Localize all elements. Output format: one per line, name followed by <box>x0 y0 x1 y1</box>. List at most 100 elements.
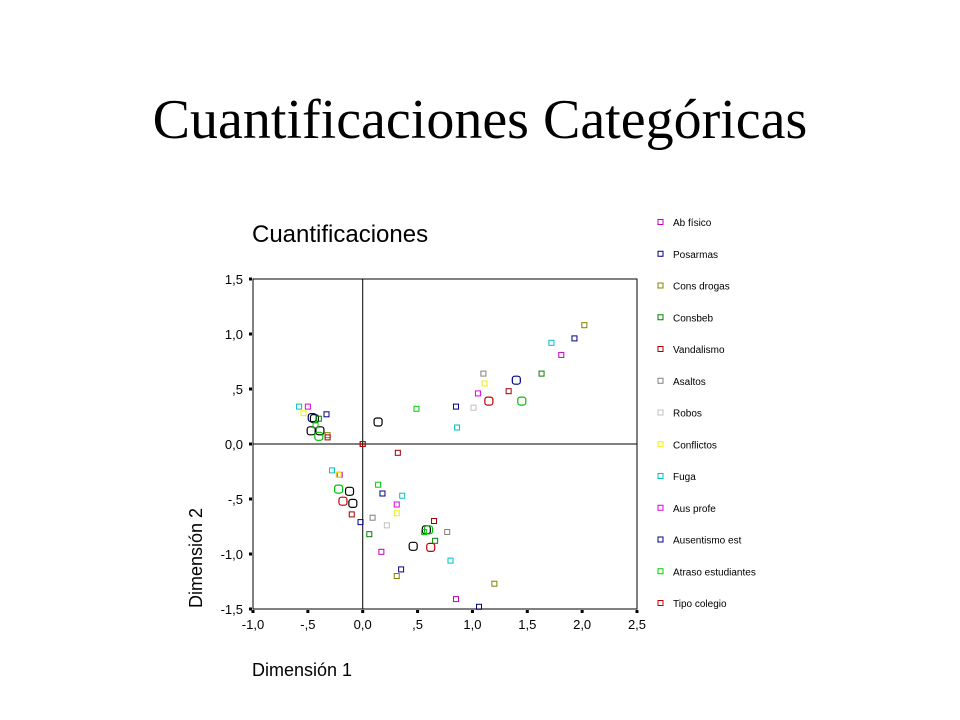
data-point <box>480 370 487 377</box>
data-point <box>432 537 439 544</box>
y-tick-mark <box>249 552 252 556</box>
category-marker <box>484 396 494 406</box>
legend-entry: Tipo colegio <box>673 599 727 610</box>
legend-entry: Atraso estudiantes <box>673 567 756 578</box>
category-marker <box>348 498 358 508</box>
data-point <box>505 388 512 395</box>
x-tick-label: -,5 <box>300 617 315 632</box>
legend-marker <box>657 409 664 416</box>
data-point <box>454 424 461 431</box>
category-markers <box>306 375 527 553</box>
data-point <box>558 351 565 358</box>
data-point <box>393 510 400 517</box>
data-point <box>538 370 545 377</box>
data-point <box>452 403 459 410</box>
x-tick-mark <box>416 610 420 613</box>
y-tick-label: 1,0 <box>225 327 243 342</box>
category-marker <box>408 541 418 551</box>
category-marker <box>314 431 324 441</box>
data-point <box>571 335 578 342</box>
data-point <box>431 518 438 524</box>
x-tick-mark <box>580 610 584 613</box>
data-point <box>399 492 406 499</box>
y-tick-mark <box>249 387 252 391</box>
x-tick-label: 1,0 <box>463 617 481 632</box>
data-point <box>357 519 364 526</box>
legend-entry: Consbeb <box>673 313 713 324</box>
x-tick-label: 2,0 <box>573 617 591 632</box>
legend-entry: Cons drogas <box>673 282 730 293</box>
category-marker <box>333 484 344 494</box>
data-point <box>581 322 588 329</box>
chart-title: Cuantificaciones <box>252 221 428 248</box>
data-point <box>393 573 400 579</box>
x-tick-label: -1,0 <box>242 617 264 632</box>
data-point <box>476 603 483 610</box>
data-point <box>335 471 342 478</box>
data-point <box>359 441 366 447</box>
legend-entry: Ausentismo est <box>673 536 742 547</box>
legend-marker <box>657 377 664 384</box>
data-point <box>300 410 307 417</box>
x-tick-mark <box>306 610 310 613</box>
data-point <box>315 415 322 422</box>
legend-marker <box>657 441 664 448</box>
data-point <box>328 467 335 474</box>
legend-marker <box>657 314 664 321</box>
category-marker <box>511 375 521 385</box>
legend-entry: Asaltos <box>673 377 706 388</box>
legend-marker <box>657 250 664 257</box>
legend-entry: Conflictos <box>673 440 717 451</box>
legend: Ab físico Posarmas Cons drogas Consbeb Vanda… <box>657 218 756 610</box>
category-marker <box>426 542 436 553</box>
y-tick-mark <box>249 497 252 501</box>
data-point <box>474 390 481 397</box>
data-point <box>413 405 420 412</box>
x-tick-mark <box>361 610 365 613</box>
legend-marker <box>657 536 664 543</box>
legend-entry: Aus profe <box>673 504 716 515</box>
legend-entry: Vandalismo <box>673 345 725 356</box>
reference-lines <box>253 279 637 609</box>
data-point <box>491 580 498 587</box>
data-point <box>548 339 555 346</box>
y-tick-mark <box>249 332 252 336</box>
data-point <box>398 566 405 573</box>
data-point <box>394 449 401 456</box>
data-point <box>366 531 373 538</box>
data-point <box>379 490 386 497</box>
legend-marker <box>657 600 664 606</box>
x-tick-mark <box>251 610 255 613</box>
y-axis-label: Dimensión 2 <box>186 508 206 608</box>
category-marker <box>338 496 348 506</box>
category-marker <box>306 426 316 436</box>
y-tick-label: ,5 <box>232 382 243 397</box>
data-point <box>481 380 488 387</box>
y-axis-ticks: 1,5 1,0 ,5 0,0 -,5 -1,0 -1,5 <box>221 272 252 617</box>
x-tick-mark <box>635 610 639 613</box>
y-tick-mark <box>249 277 252 281</box>
y-tick-label: -1,5 <box>221 602 243 617</box>
legend-marker <box>657 473 664 479</box>
data-point <box>369 514 376 521</box>
data-point <box>296 403 303 410</box>
legend-marker <box>657 219 664 225</box>
legend-marker <box>657 282 664 289</box>
data-point <box>447 557 454 564</box>
data-point <box>421 529 428 535</box>
y-tick-label: 0,0 <box>225 437 243 452</box>
category-marker <box>517 396 527 406</box>
data-point <box>375 481 382 488</box>
data-point <box>323 411 330 418</box>
data-point <box>383 522 390 529</box>
legend-entry: Posarmas <box>673 250 718 261</box>
data-point <box>444 529 451 535</box>
category-marker <box>315 426 325 436</box>
y-tick-mark <box>249 607 252 611</box>
data-point <box>393 501 400 508</box>
legend-marker <box>657 504 664 511</box>
legend-marker <box>657 568 664 575</box>
y-tick-mark <box>249 442 252 446</box>
y-tick-label: -1,0 <box>221 547 243 562</box>
